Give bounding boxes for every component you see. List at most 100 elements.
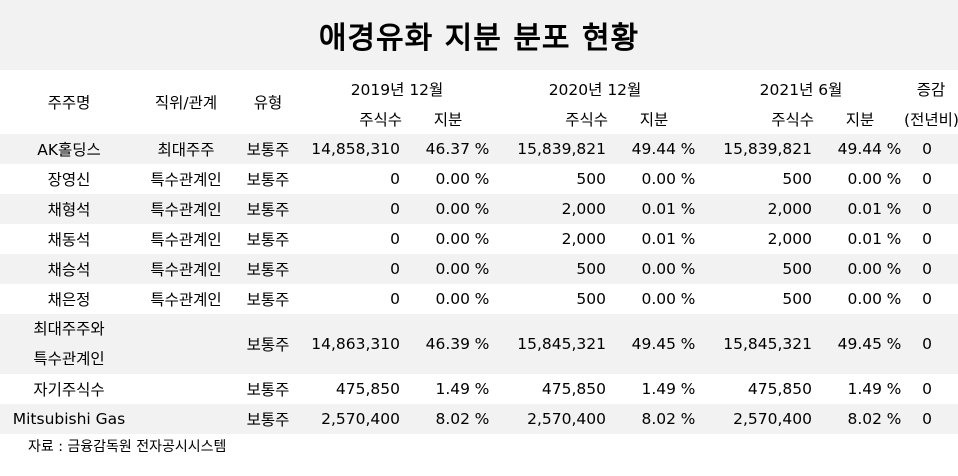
header-stake-2019: 지분 — [433, 111, 463, 129]
cell-shares-2020: 500 — [576, 290, 606, 308]
cell-unit: % — [474, 170, 490, 188]
header-period-2019: 2019년 12월 — [350, 81, 444, 99]
cell-shares-2021: 500 — [782, 290, 812, 308]
header-shares-2020: 주식수 — [565, 111, 608, 129]
cell-stake-2021: 49.44 — [816, 134, 884, 164]
cell-stake-2020: 0.00 — [641, 290, 676, 308]
header-period-2020: 2020년 12월 — [548, 81, 642, 99]
table-row: Mitsubishi Gas 보통주 2,570,400 8.02 % 2,57… — [0, 404, 958, 434]
cell-stake-2019: 8.02 — [404, 404, 472, 434]
cell-unit: % — [680, 380, 696, 398]
cell-shares-2019: 0 — [302, 254, 404, 284]
cell-unit: % — [884, 134, 905, 164]
cell-stake-2021: 1.49 — [847, 380, 882, 398]
cell-stake-2021: 0.00 — [847, 170, 882, 188]
cell-shares-2020: 15,839,821 — [492, 134, 610, 164]
cell-shares-2020: 15,845,321 — [492, 314, 610, 374]
cell-shares-2021: 2,570,400 — [698, 404, 816, 434]
cell-change: 0 — [922, 230, 933, 248]
cell-position — [138, 374, 234, 404]
cell-name: Mitsubishi Gas — [0, 404, 138, 434]
cell-position: 최대주주 — [138, 134, 234, 164]
cell-unit: % — [884, 314, 905, 374]
cell-type: 보통주 — [234, 404, 302, 434]
header-shares-2021: 주식수 — [771, 111, 814, 129]
cell-unit: % — [680, 170, 696, 188]
cell-stake-2019: 0.00 — [435, 290, 470, 308]
cell-stake-2020: 49.45 — [610, 314, 678, 374]
cell-unit: % — [884, 404, 905, 434]
cell-name: 채형석 — [0, 194, 138, 224]
cell-shares-2019: 0 — [390, 170, 400, 188]
cell-position: 특수관계인 — [138, 254, 234, 284]
cell-stake-2020: 1.49 — [641, 380, 676, 398]
cell-position: 특수관계인 — [150, 171, 222, 189]
cell-name-line-2: 특수관계인 — [33, 350, 105, 368]
cell-shares-2021: 500 — [698, 254, 816, 284]
cell-type: 보통주 — [234, 194, 302, 224]
cell-change: 0 — [904, 134, 958, 164]
cell-shares-2020: 2,570,400 — [492, 404, 610, 434]
cell-unit: % — [472, 194, 492, 224]
cell-unit: % — [884, 254, 905, 284]
cell-unit: % — [678, 314, 698, 374]
cell-shares-2020: 500 — [576, 170, 606, 188]
cell-stake-2020: 49.44 — [610, 134, 678, 164]
cell-stake-2020: 0.00 — [641, 170, 676, 188]
cell-type: 보통주 — [246, 291, 290, 309]
shareholding-table: 주주명 직위/관계 유형 2019년 12월 2020년 12월 2021년 6… — [0, 70, 958, 434]
cell-stake-2019: 0.00 — [435, 170, 470, 188]
cell-stake-2020: 0.01 — [610, 194, 678, 224]
cell-type: 보통주 — [234, 254, 302, 284]
cell-shares-2019: 0 — [390, 290, 400, 308]
cell-shares-2021: 500 — [782, 170, 812, 188]
cell-change: 0 — [922, 290, 933, 308]
table-row: 채은정 특수관계인 보통주 0 0.00 % 500 0.00 % 500 0.… — [0, 284, 958, 314]
cell-shares-2019: 0 — [302, 194, 404, 224]
cell-position: 특수관계인 — [150, 291, 222, 309]
cell-unit: % — [680, 230, 696, 248]
cell-name: 장영신 — [47, 171, 91, 189]
cell-position — [138, 314, 234, 374]
cell-stake-2021: 0.00 — [847, 290, 882, 308]
cell-unit: % — [474, 290, 490, 308]
cell-name-line-1: 최대주주와 — [33, 320, 105, 338]
cell-shares-2021: 475,850 — [747, 380, 812, 398]
cell-unit: % — [884, 194, 905, 224]
cell-change: 0 — [922, 380, 933, 398]
cell-stake-2020: 8.02 — [610, 404, 678, 434]
cell-unit: % — [678, 404, 698, 434]
cell-type: 보통주 — [234, 314, 302, 374]
cell-position — [138, 404, 234, 434]
cell-shares-2020: 500 — [492, 254, 610, 284]
cell-unit: % — [886, 170, 902, 188]
table-row: 채동석 특수관계인 보통주 0 0.00 % 2,000 0.01 % 2,00… — [0, 224, 958, 254]
cell-shares-2021: 2,000 — [767, 230, 812, 248]
cell-unit: % — [472, 404, 492, 434]
cell-name: 채승석 — [0, 254, 138, 284]
table-row: AK홀딩스 최대주주 보통주 14,858,310 46.37 % 15,839… — [0, 134, 958, 164]
cell-stake-2020: 0.00 — [610, 254, 678, 284]
cell-shares-2020: 475,850 — [541, 380, 606, 398]
header-change-sub: (전년비) — [904, 111, 958, 129]
header-period-2021: 2021년 6월 — [759, 81, 843, 99]
cell-stake-2019: 1.49 — [435, 380, 470, 398]
cell-shares-2019: 14,858,310 — [302, 134, 404, 164]
cell-change: 0 — [904, 404, 958, 434]
cell-name: 자기주식수 — [33, 381, 105, 399]
cell-stake-2021: 8.02 — [816, 404, 884, 434]
cell-stake-2021: 0.01 — [847, 230, 882, 248]
header-shares-2019: 주식수 — [359, 111, 402, 129]
cell-position: 특수관계인 — [138, 194, 234, 224]
table-row: 채형석 특수관계인 보통주 0 0.00 % 2,000 0.01 % 2,00… — [0, 194, 958, 224]
cell-stake-2021: 0.01 — [816, 194, 884, 224]
cell-stake-2019: 0.00 — [435, 230, 470, 248]
cell-unit: % — [474, 230, 490, 248]
cell-type: 보통주 — [246, 381, 290, 399]
cell-stake-2021: 49.45 — [816, 314, 884, 374]
cell-shares-2021: 2,000 — [698, 194, 816, 224]
cell-unit: % — [886, 380, 902, 398]
cell-change: 0 — [904, 314, 958, 374]
